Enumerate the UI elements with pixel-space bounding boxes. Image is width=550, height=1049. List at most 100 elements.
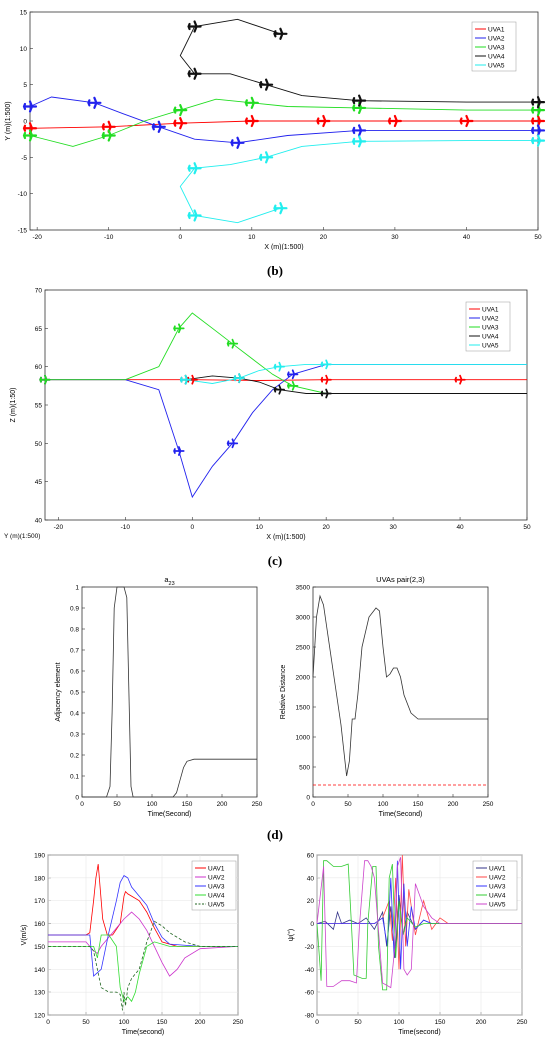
- d-right-ytick-label: 3000: [296, 615, 311, 622]
- e-left-series-uav5: [48, 920, 238, 1011]
- aircraft-icon: [244, 96, 259, 109]
- e-right-xtick-label: 0: [315, 1019, 319, 1026]
- e-right-xlabel: Time(second): [398, 1029, 441, 1036]
- d-right-ylabel: Relative Distance: [280, 665, 287, 720]
- b-ytick-label: 15: [20, 10, 28, 17]
- b-ytick-label: -10: [18, 191, 28, 198]
- b-xtick-label: 20: [320, 234, 328, 241]
- d-right-xtick-label: 150: [413, 801, 424, 808]
- aircraft-icon: [351, 124, 367, 137]
- d-right-title: UVAs pair(2,3): [376, 575, 425, 584]
- aircraft-icon: [187, 162, 202, 175]
- aircraft-icon: [226, 338, 239, 349]
- chart-e-left-velocity: 0 50 100 150 200 250 120 130 140 150 160 170 180 190 T…: [0, 845, 275, 1044]
- b-legend-label: UVA2: [488, 36, 505, 43]
- e-left-ytick-label: 150: [34, 944, 45, 951]
- e-right-legend-label: UAV1: [489, 866, 506, 873]
- aircraft-icon: [530, 134, 546, 147]
- d-right-ytick-label: 0: [306, 795, 310, 802]
- caption-c: (c): [267, 553, 283, 568]
- e-right-ytick-label: -60: [305, 990, 315, 997]
- c-xtick-label: 0: [190, 524, 194, 531]
- d-left-ytick-label: 0.9: [70, 606, 79, 613]
- b-ytick-label: -15: [18, 228, 28, 235]
- aircraft-icon: [101, 129, 116, 142]
- chart-d-left-adjacency: 0 50 100 150 200 250 0 0.1 0.2 0.3 0.4 0.5 0.6 0.7 0.8…: [0, 575, 275, 825]
- d-left-xtick-label: 0: [80, 801, 84, 808]
- d-right-plot-area: [312, 586, 489, 798]
- chart-d-left-svg: 0 50 100 150 200 250 0 0.1 0.2 0.3 0.4 0.5 0.6 0.7 0.8…: [55, 575, 263, 818]
- b-xtick-label: 10: [248, 234, 256, 241]
- c-series-uva2: [45, 363, 527, 499]
- e-right-legend-label: UAV3: [489, 884, 506, 891]
- d-left-plot-area: [81, 586, 258, 798]
- e-right-series-uav5: [316, 857, 522, 989]
- e-right-xtick-label: 100: [394, 1019, 405, 1026]
- e-left-ytick-label: 140: [34, 967, 45, 974]
- aircraft-icon: [22, 129, 38, 142]
- e-left-series-uav1: [48, 864, 238, 947]
- d-left-xtick-label: 200: [217, 801, 228, 808]
- e-right-legend-label: UAV4: [489, 893, 506, 900]
- aircraft-icon: [530, 114, 546, 128]
- d-right-xtick-label: 0: [311, 801, 315, 808]
- aircraft-icon: [173, 323, 185, 334]
- b-series-uva5: [179, 140, 538, 224]
- d-left-xlabel: Time(Second): [148, 811, 192, 818]
- b-ytick-label: 10: [20, 46, 28, 53]
- aircraft-icon: [233, 373, 245, 384]
- e-left-series-uav3: [48, 875, 238, 977]
- aircraft-icon: [187, 20, 202, 33]
- c-ytick-label: 55: [35, 403, 43, 410]
- e-left-legend-label: UAV4: [208, 893, 225, 900]
- d-left-title: a23: [164, 575, 174, 587]
- aircraft-icon: [151, 120, 166, 133]
- chart-d-right-svg: 0 50 100 150 200 2500500100015002000250030003…: [280, 575, 494, 818]
- e-left-legend-label: UAV2: [208, 875, 225, 882]
- d-left-ytick-label: 0.4: [70, 711, 79, 718]
- c-ytick-label: 45: [35, 479, 43, 486]
- d-left-ytick-label: 0: [75, 795, 79, 802]
- aircraft-icon: [459, 114, 474, 128]
- b-ytick-label: 5: [23, 82, 27, 89]
- aircraft-icon: [87, 96, 102, 109]
- e-right-ylabel: ψ(°): [287, 929, 295, 941]
- b-xtick-label: -10: [104, 234, 114, 241]
- e-left-xtick-label: 100: [119, 1019, 130, 1026]
- e-right-ytick-label: -40: [305, 967, 315, 974]
- e-right-xtick-label: 150: [435, 1019, 446, 1026]
- e-right-series-uav4: [316, 860, 522, 991]
- c-xtick-label: 10: [256, 524, 264, 531]
- e-left-ytick-label: 190: [34, 853, 45, 860]
- e-right-ytick-label: 40: [307, 875, 315, 882]
- d-right-xlabel: Time(Second): [379, 811, 423, 818]
- aircraft-icon: [173, 446, 185, 456]
- chart-d-right-distance: 0 50 100 150 200 250 0 500 1000 1500 2000 2500 3000 3…: [275, 575, 550, 825]
- b-xtick-label: -20: [32, 234, 42, 241]
- aircraft-icon: [179, 374, 192, 385]
- aircraft-icon: [530, 124, 546, 137]
- chart-e-left-svg: 0 50 100 150 200 250 120 130 140 150 160 170 180 190 T…: [21, 853, 244, 1037]
- b-ytick-label: 0: [23, 119, 27, 126]
- b-legend-label: UVA4: [488, 54, 505, 61]
- d-right-ytick-label: 2500: [296, 645, 311, 652]
- d-left-ytick-label: 0.6: [70, 669, 79, 676]
- aircraft-icon: [530, 96, 546, 109]
- aircraft-icon: [273, 361, 285, 372]
- c-xtick-label: 50: [523, 524, 531, 531]
- b-series-uva1: [29, 120, 538, 129]
- aircraft-icon: [187, 67, 202, 80]
- d-left-xtick-label: 150: [182, 801, 193, 808]
- e-left-legend-label: UAV5: [208, 902, 225, 909]
- c-ylabel: Z (m)(1:50): [10, 388, 17, 423]
- e-right-ytick-label: -20: [305, 944, 315, 951]
- b-xtick-label: 0: [178, 234, 182, 241]
- caption-d: (d): [267, 827, 283, 842]
- c-legend-label: UVA1: [482, 307, 499, 314]
- aircraft-icon: [39, 374, 51, 385]
- b-xtick-label: 50: [534, 234, 542, 241]
- e-left-xtick-label: 250: [233, 1019, 244, 1026]
- d-left-ytick-label: 0.3: [70, 732, 79, 739]
- b-ytick-label: -5: [21, 155, 27, 162]
- aircraft-icon: [320, 359, 332, 370]
